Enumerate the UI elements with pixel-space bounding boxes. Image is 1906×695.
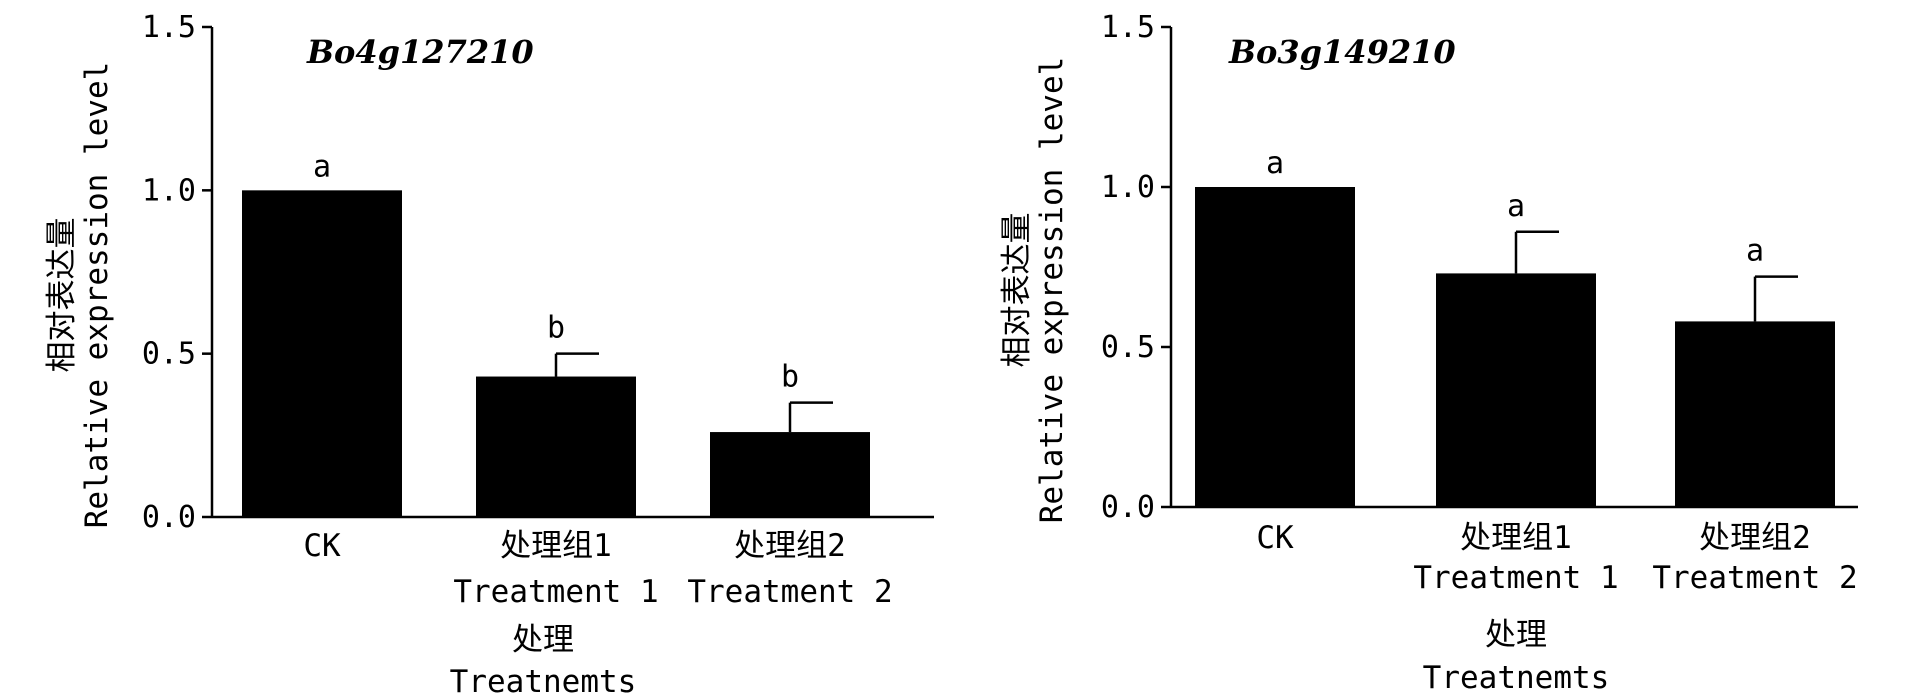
chart2-category-label: 处理组1 (1460, 520, 1572, 556)
chart1-y-axis-label-en: Relative expression level (79, 62, 115, 529)
chart2-title: Bo3g149210 (1228, 33, 1456, 71)
chart2-x-axis-label-en: Treatnemts (1423, 660, 1610, 695)
chart2-x-axis-label: 处理 (1485, 617, 1547, 653)
chart1-y-tick-label: 0.5 (142, 337, 196, 372)
chart2-category-label: CK (1256, 520, 1294, 556)
chart2-y-tick-label: 0.0 (1101, 490, 1155, 525)
chart1-significance-label: b (781, 360, 799, 395)
chart1-y-tick-label: 1.0 (142, 173, 196, 208)
chart2-significance-label: a (1746, 234, 1764, 269)
chart2-y-axis-label-en: Relative expression level (1034, 57, 1070, 524)
chart1-category-label-en: Treatment 1 (453, 574, 658, 610)
chart1-category-label-en: Treatment 2 (687, 574, 892, 610)
chart2-y-tick-label: 1.5 (1101, 10, 1155, 45)
chart2-category-label: 处理组2 (1699, 520, 1811, 556)
chart2-y-tick-label: 1.0 (1101, 170, 1155, 205)
chart1-y-tick-label: 0.0 (142, 500, 196, 535)
chart1-title: Bo4g127210 (306, 33, 534, 71)
chart2-y-tick-label: 0.5 (1101, 330, 1155, 365)
chart1-category-label: 处理组1 (500, 528, 612, 564)
chart1-y-axis-label: 相对表达量 (44, 218, 80, 373)
chart2-category-label-en: Treatment 2 (1652, 560, 1857, 596)
chart2-bar (1195, 187, 1355, 507)
chart1-bar (710, 432, 870, 517)
chart1-significance-label: a (313, 149, 331, 184)
chart1-bar (242, 190, 402, 518)
chart2-bar (1675, 321, 1835, 507)
chart1-significance-label: b (547, 311, 565, 346)
chart2-category-label-en: Treatment 1 (1413, 560, 1618, 596)
chart1-x-axis-label: 处理 (512, 622, 574, 658)
chart2-significance-label: a (1266, 146, 1284, 181)
chart1-bar (476, 376, 636, 517)
chart2-y-axis-label: 相对表达量 (999, 213, 1035, 368)
chart1-y-tick-label: 1.5 (142, 10, 196, 45)
chart2-bar (1436, 273, 1596, 507)
chart1-x-axis-label-en: Treatnemts (450, 664, 637, 695)
chart1-category-label: 处理组2 (734, 528, 846, 564)
chart2-significance-label: a (1507, 189, 1525, 224)
chart1-category-label: CK (303, 528, 341, 564)
